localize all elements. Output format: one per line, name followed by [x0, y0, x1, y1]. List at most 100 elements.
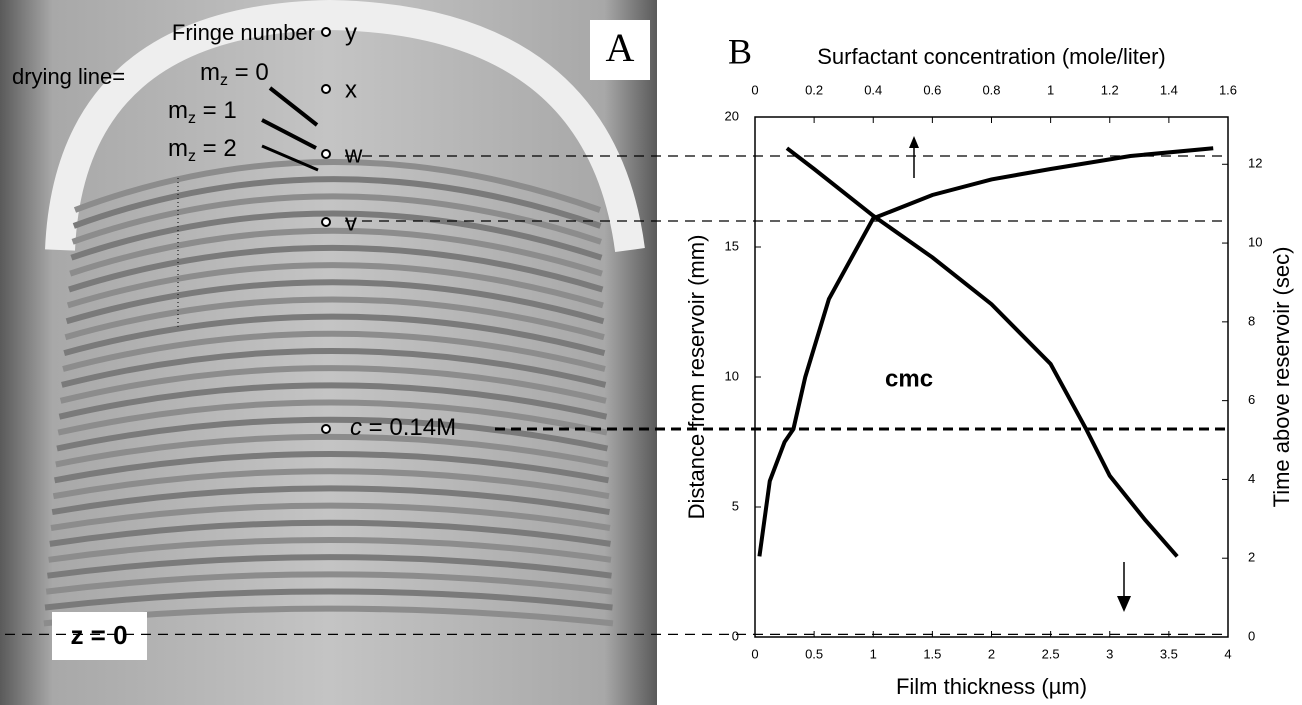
x-tick-label: 1 [870, 646, 877, 661]
fringes [43, 159, 614, 627]
fringe-label-part: = 2 [196, 135, 237, 162]
point-label: w [344, 141, 363, 168]
x2-tick-label: 0.8 [982, 82, 1000, 97]
y-tick-label: 10 [725, 368, 739, 383]
fringe-label-part: m [168, 135, 188, 162]
drying-line-label: drying line= [12, 64, 125, 89]
fringe [70, 210, 603, 261]
x2-tick-label: 1.6 [1219, 82, 1237, 97]
fringe-label-part: = 0 [228, 59, 269, 86]
cmc-point-label: c = 0.14M [350, 414, 456, 441]
x2-tick-label: 0 [751, 82, 758, 97]
fringe [57, 399, 608, 436]
point-marker [321, 149, 331, 159]
fringe [72, 176, 602, 229]
fringe-label-part: m [168, 97, 188, 124]
point-marker [321, 424, 331, 434]
fringe-label-part: z [220, 72, 228, 89]
x-tick-label: 3 [1106, 646, 1113, 661]
y2-tick-label: 12 [1248, 156, 1262, 171]
fringe-label: mz = 1 [168, 97, 237, 127]
y2-tick-label: 0 [1248, 628, 1255, 643]
x2-tick-label: 1.4 [1160, 82, 1178, 97]
label-box [590, 20, 650, 80]
x-tick-label: 0.5 [805, 646, 823, 661]
pointer [261, 118, 317, 150]
arrowhead [909, 136, 919, 148]
x-tick-label: 3.5 [1160, 646, 1178, 661]
fringe [48, 536, 612, 563]
point-marker [321, 84, 331, 94]
fringe [73, 159, 602, 213]
annotation: cmc [885, 365, 933, 392]
fringe-label-part: z [188, 110, 196, 127]
fringe [65, 279, 605, 325]
fringe-title: Fringe number [172, 20, 315, 45]
point-label: v [345, 209, 357, 236]
fringe [71, 193, 602, 245]
fringe [45, 571, 613, 595]
line-series [757, 146, 1214, 557]
y2-tick-label: 8 [1248, 313, 1255, 328]
fringe [58, 382, 608, 420]
y2-tick-label: 2 [1248, 550, 1255, 565]
point-label: x [345, 76, 357, 103]
point-marker [321, 27, 331, 37]
fringe [66, 262, 604, 309]
x2-tick-label: 0.2 [805, 82, 823, 97]
fringe [47, 554, 612, 579]
y-tick-label: 0 [732, 628, 739, 643]
fringe [62, 330, 606, 372]
x-axis-label: Film thickness (µm) [896, 674, 1087, 699]
fringe-label: mz = 2 [168, 135, 237, 165]
y-tick-label: 20 [725, 108, 739, 123]
x-tick-label: 4 [1224, 646, 1231, 661]
fringe [50, 502, 611, 531]
fringe-label-part: z [188, 148, 196, 165]
x2-tick-label: 1 [1047, 82, 1054, 97]
fringe [52, 468, 610, 500]
fringe [63, 313, 606, 356]
x2-tick-label: 1.2 [1101, 82, 1119, 97]
x-tick-label: 1.5 [923, 646, 941, 661]
x-tick-label: 2.5 [1042, 646, 1060, 661]
panel-label: A [606, 25, 635, 70]
fringe [49, 519, 611, 547]
fringe [64, 296, 605, 341]
y2-axis-label: Time above reservoir (sec) [1269, 247, 1294, 508]
fringe [68, 244, 604, 293]
y2-tick-label: 10 [1248, 234, 1262, 249]
pointer [268, 86, 319, 127]
plot-frame [754, 116, 1229, 638]
point-marker [321, 217, 331, 227]
y2-tick-label: 4 [1248, 471, 1255, 486]
pointer [261, 144, 319, 172]
fringe [56, 416, 609, 452]
fringe [44, 588, 613, 611]
y-tick-label: 15 [725, 238, 739, 253]
fringe [69, 227, 603, 277]
fringe-label: mz = 0 [200, 59, 269, 89]
film-edge [45, 0, 645, 252]
arrowhead [1117, 596, 1131, 612]
fringe [54, 451, 610, 484]
value: = 0.14M [362, 414, 456, 441]
y-axis-label: Distance from reservoir (mm) [684, 235, 709, 520]
x2-tick-label: 0.4 [864, 82, 882, 97]
fringe [59, 365, 607, 404]
fringe-label-part: m [200, 59, 220, 86]
x2-tick-label: 0.6 [923, 82, 941, 97]
x-tick-label: 2 [988, 646, 995, 661]
label-box [52, 612, 147, 660]
point-label: y [345, 19, 357, 46]
line-series [785, 146, 1179, 558]
fringe [51, 485, 611, 516]
fringe [61, 347, 607, 388]
panel-label: B [728, 31, 752, 71]
fringe-label-part: = 1 [196, 97, 237, 124]
photo: A Fringe number drying line= z = 0 [0, 0, 657, 705]
y2-tick-label: 6 [1248, 392, 1255, 407]
fringe [55, 433, 609, 468]
symbol: c [350, 414, 362, 441]
